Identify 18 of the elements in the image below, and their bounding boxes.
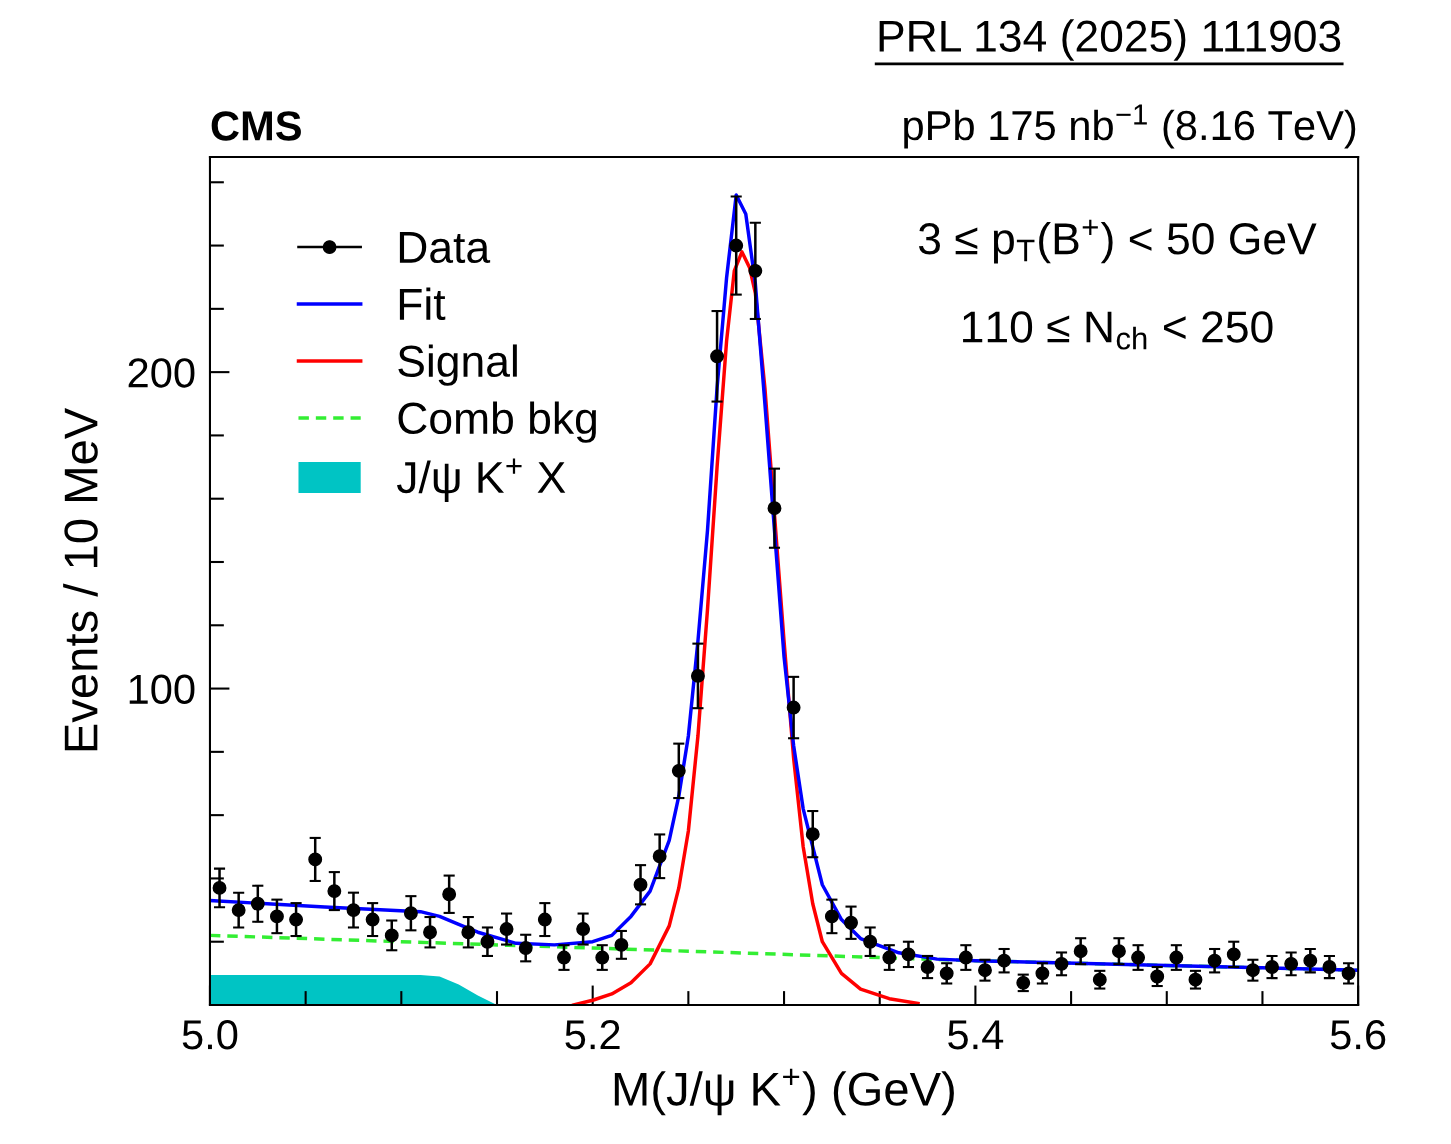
x-tick-label: 5.2 [565, 1019, 620, 1050]
legend-label: Comb bkg [398, 401, 596, 443]
y-tick-label: 200 [128, 358, 195, 388]
x-tick-label: 5.0 [182, 1019, 238, 1050]
text: PRL 134 (2025) 111903 [879, 19, 1341, 61]
y-tick-label: 100 [129, 674, 195, 705]
chart-subtitle: pPb 175 nb$^{−1}$ (8.16 TeV) [904, 104, 1356, 149]
legend-label: J/ψ K$^{+}$ X [396, 458, 566, 503]
legend-label: Signal [398, 344, 517, 386]
chart-title: CMS [211, 111, 301, 141]
annotation: 3 ≤ p$_{T}$(B$^{+}$) < 50 GeV [918, 219, 1317, 264]
x-tick-label: 5.4 [948, 1020, 1004, 1050]
y-axis-title: Events / 10 MeV [63, 407, 98, 751]
legend-label: Data [399, 232, 491, 264]
annotation: 110 ≤ N$_{ch}$ < 250 [963, 311, 1273, 350]
legend-label: Fit [399, 287, 446, 321]
x-axis-title: M(J/ψ K$^{+}$) (GeV) [614, 1068, 954, 1116]
x-tick-label: 5.6 [1330, 1019, 1386, 1050]
